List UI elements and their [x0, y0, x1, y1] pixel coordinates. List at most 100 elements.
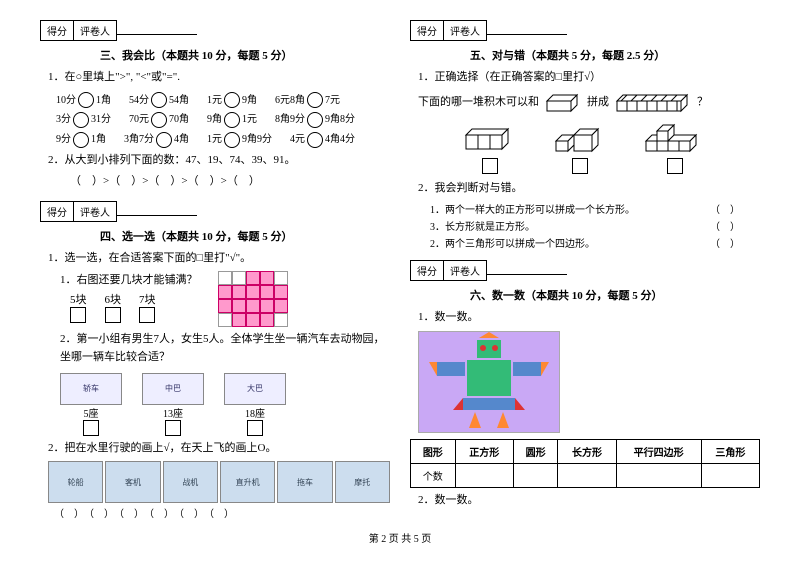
tile-grid: [218, 271, 288, 327]
cube-small-icon: [543, 91, 583, 115]
score-underline: [487, 274, 567, 275]
motorbike-icon: 摩托: [335, 461, 390, 503]
sec3-title: 三、我会比（本题共 10 分，每题 5 分）: [100, 47, 390, 63]
th: 平行四边形: [616, 439, 701, 463]
sec3-q1: 1．在○里填上">", "<"或"=".: [48, 69, 390, 87]
checkbox[interactable]: [83, 420, 99, 436]
checkbox[interactable]: [667, 158, 683, 174]
score-label: 得分: [41, 202, 74, 221]
page-columns: 得分 评卷人 三、我会比（本题共 10 分，每题 5 分） 1．在○里填上">"…: [40, 20, 760, 520]
grader-label: 评卷人: [74, 21, 116, 40]
score-label: 得分: [411, 261, 444, 280]
left-column: 得分 评卷人 三、我会比（本题共 10 分，每题 5 分） 1．在○里填上">"…: [40, 20, 390, 520]
tf-item: 2．两个三角形可以拼成一个四边形。（ ）: [430, 235, 740, 250]
section-5: 得分 评卷人 五、对与错（本题共 5 分，每题 2.5 分） 1．正确选择（在正…: [410, 20, 760, 250]
cmp-cell: 3角7分4角: [124, 130, 189, 148]
sec5-q1a: 下面的哪一堆积木可以和: [418, 94, 539, 112]
tf-paren: （ ）: [710, 235, 740, 250]
vehicle: 大巴18座: [224, 373, 286, 436]
tf-paren: （ ）: [710, 201, 740, 216]
sec4-q1a-left: 1．右图还要几块才能铺满？ 5块 6块 7块: [60, 271, 198, 327]
score-label: 得分: [411, 21, 444, 40]
score-box: 得分 评卷人: [40, 201, 117, 222]
tf-item: 1．两个一样大的正方形可以拼成一个长方形。（ ）: [430, 201, 740, 216]
helicopter-icon: 直升机: [220, 461, 275, 503]
checkbox[interactable]: [482, 158, 498, 174]
checkbox[interactable]: [165, 420, 181, 436]
sec4-q1b: 2．第一小组有男生7人，女生5人。全体学生坐一辆汽车去动物园，坐哪一辆车比较合适…: [60, 331, 390, 366]
table-row: 个数: [411, 463, 760, 487]
th: 正方形: [455, 439, 513, 463]
table-row: 图形 正方形 圆形 长方形 平行四边形 三角形: [411, 439, 760, 463]
sec4-title: 四、选一选（本题共 10 分，每题 5 分）: [100, 228, 390, 244]
opt-label: 6块: [105, 294, 122, 306]
cmp-cell: 10分1角: [56, 91, 111, 109]
sec5-q1-line: 下面的哪一堆积木可以和 拼成 ？: [418, 91, 760, 115]
cube-long-icon: [613, 91, 693, 115]
checkbox[interactable]: [105, 307, 121, 323]
sec3-q2-blanks: （ ）>（ ）>（ ）>（ ）>（ ）: [70, 173, 390, 191]
score-underline: [117, 215, 197, 216]
shape-table: 图形 正方形 圆形 长方形 平行四边形 三角形 个数: [410, 439, 760, 488]
vehicles: 轿车5座 中巴13座 大巴18座: [60, 373, 390, 436]
opt-label: 7块: [139, 294, 156, 306]
sec6-title: 六、数一数（本题共 10 分，每题 5 分）: [470, 287, 760, 303]
checkbox[interactable]: [70, 307, 86, 323]
sec5-q2: 2．我会判断对与错。: [418, 180, 760, 198]
td: [616, 463, 701, 487]
sec3-row1: 10分1角 54分54角 1元9角 6元8角7元: [56, 91, 390, 109]
td: [513, 463, 558, 487]
sec4-q1a: 1．右图还要几块才能铺满？: [60, 271, 198, 287]
cmp-cell: 9角1元: [207, 110, 257, 128]
score-underline: [117, 34, 197, 35]
vehicle: 轿车5座: [60, 373, 122, 436]
cmp-cell: 1元9角9分: [207, 130, 272, 148]
minibus-icon: 中巴: [142, 373, 204, 405]
cmp-cell: 8角9分9角8分: [275, 110, 355, 128]
opt-label: 5块: [70, 294, 87, 306]
sec4-q2: 2．把在水里行驶的画上√，在天上飞的画上O。: [48, 440, 390, 458]
score-box: 得分 评卷人: [40, 20, 117, 41]
checkbox[interactable]: [572, 158, 588, 174]
section-4: 得分 评卷人 四、选一选（本题共 10 分，每题 5 分） 1．选一选，在合适答…: [40, 201, 390, 520]
score-box: 得分 评卷人: [410, 260, 487, 281]
opt: 5块: [70, 291, 87, 323]
airliner-icon: 客机: [105, 461, 160, 503]
cmp-cell: 1元9角: [207, 91, 257, 109]
cmp-cell: 6元8角7元: [275, 91, 340, 109]
cube-opt: [640, 121, 710, 174]
tf-text: 3．长方形就是正方形。: [430, 218, 535, 233]
tf-item: 3．长方形就是正方形。 （ ）: [430, 218, 740, 233]
paren-row: （ ） （ ） （ ） （ ） （ ） （ ）: [54, 505, 390, 520]
th: 图形: [411, 439, 456, 463]
grader-label: 评卷人: [74, 202, 116, 221]
checkbox[interactable]: [247, 420, 263, 436]
score-box: 得分 评卷人: [410, 20, 487, 41]
sec3-q2: 2．从大到小排列下面的数：47、19、74、39、91。: [48, 152, 390, 170]
image-row: 轮船 客机 战机 直升机 拖车 摩托: [48, 461, 390, 503]
tf-paren: （ ）: [710, 218, 740, 233]
cmp-cell: 70元70角: [129, 110, 189, 128]
cube-opt-a-icon: [460, 121, 520, 155]
cmp-cell: 3分31分: [56, 110, 111, 128]
grader-label: 评卷人: [444, 21, 486, 40]
sec4-q1: 1．选一选，在合适答案下面的□里打"√"。: [48, 250, 390, 268]
td: 个数: [411, 463, 456, 487]
cmp-cell: 54分54角: [129, 91, 189, 109]
sec4-q1a-wrap: 1．右图还要几块才能铺满？ 5块 6块 7块: [60, 271, 390, 327]
jet-icon: 战机: [163, 461, 218, 503]
td: [455, 463, 513, 487]
th: 圆形: [513, 439, 558, 463]
checkbox[interactable]: [139, 307, 155, 323]
seat-label: 13座: [142, 405, 204, 420]
bus-icon: 大巴: [224, 373, 286, 405]
cmp-cell: 9分1角: [56, 130, 106, 148]
car-icon: 轿车: [60, 373, 122, 405]
ship-icon: 轮船: [48, 461, 103, 503]
td: [558, 463, 616, 487]
sec5-q1b: 拼成: [587, 94, 609, 112]
seat-label: 18座: [224, 405, 286, 420]
cube-opt: [550, 121, 610, 174]
section-6: 得分 评卷人 六、数一数（本题共 10 分，每题 5 分） 1．数一数。: [410, 260, 760, 509]
score-label: 得分: [41, 21, 74, 40]
